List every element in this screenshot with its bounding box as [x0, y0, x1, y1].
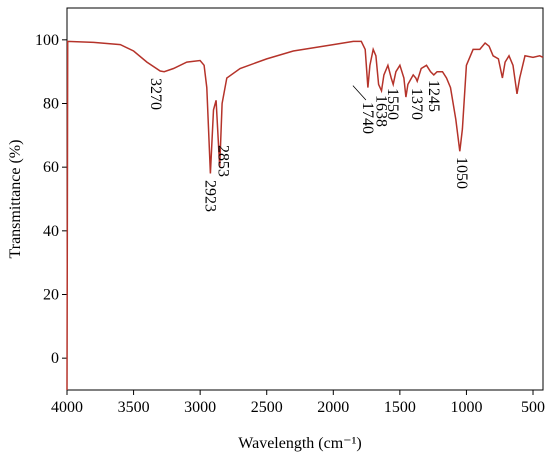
leader-line	[352, 85, 367, 101]
peak-label: 1050	[453, 157, 470, 189]
x-tick-label: 3500	[118, 399, 150, 416]
peak-label: 1370	[408, 88, 425, 120]
x-axis-title: Wavelength (cm⁻¹)	[238, 435, 361, 452]
x-tick-label: 2500	[251, 399, 283, 416]
peak-label: 3270	[147, 78, 164, 110]
x-tick-label: 2000	[317, 399, 349, 416]
spectrum-line	[66, 40, 544, 391]
x-tick-label: 1500	[384, 399, 416, 416]
y-tick-label: 100	[35, 32, 59, 49]
peak-label: 2853	[215, 145, 232, 177]
peak-label: 2923	[201, 180, 218, 212]
y-axis-title: Transmittance (%)	[7, 140, 24, 259]
x-tick-label: 3000	[184, 399, 216, 416]
x-tick-label: 4000	[51, 399, 83, 416]
y-tick-label: 40	[43, 223, 59, 240]
y-tick-label: 20	[43, 287, 59, 304]
x-tick-label: 500	[521, 399, 545, 416]
peak-label: 1550	[384, 88, 401, 120]
y-tick-label: 60	[43, 159, 59, 176]
peak-label: 1638	[372, 95, 389, 127]
x-tick-label: 1000	[450, 399, 482, 416]
peak-label: 1245	[425, 80, 442, 112]
y-tick-label: 0	[51, 350, 59, 367]
plot-frame	[66, 7, 544, 391]
y-tick-label: 80	[43, 96, 59, 113]
peak-label: 1740	[359, 102, 376, 134]
